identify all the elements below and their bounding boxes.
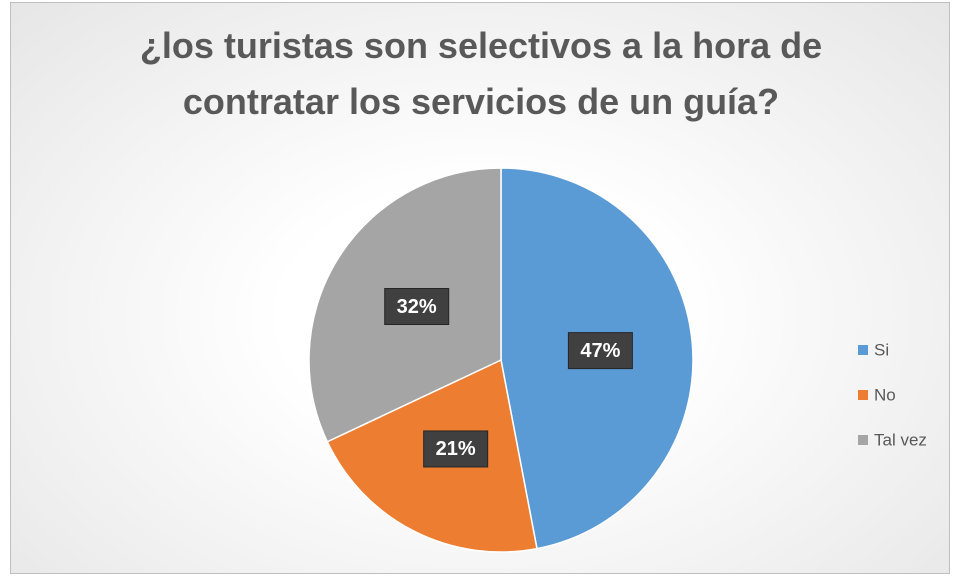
- legend-label: No: [874, 385, 896, 404]
- data-label-text: 32%: [397, 296, 437, 318]
- legend-swatch: [858, 390, 868, 400]
- data-label-box: [567, 332, 633, 370]
- legend-label: Tal vez: [874, 430, 927, 449]
- data-label-box: [423, 430, 489, 468]
- legend-swatch: [858, 435, 868, 445]
- legend-label: Si: [874, 340, 889, 359]
- data-label-text: 21%: [436, 438, 476, 460]
- data-label-text: 47%: [580, 340, 620, 362]
- data-label: 47%: [567, 332, 633, 370]
- chart-title: ¿los turistas son selectivos a la hora d…: [139, 25, 823, 122]
- data-label-box: [384, 288, 450, 326]
- data-label: 21%: [423, 430, 489, 468]
- legend-swatch: [858, 345, 868, 355]
- data-label: 32%: [384, 288, 450, 326]
